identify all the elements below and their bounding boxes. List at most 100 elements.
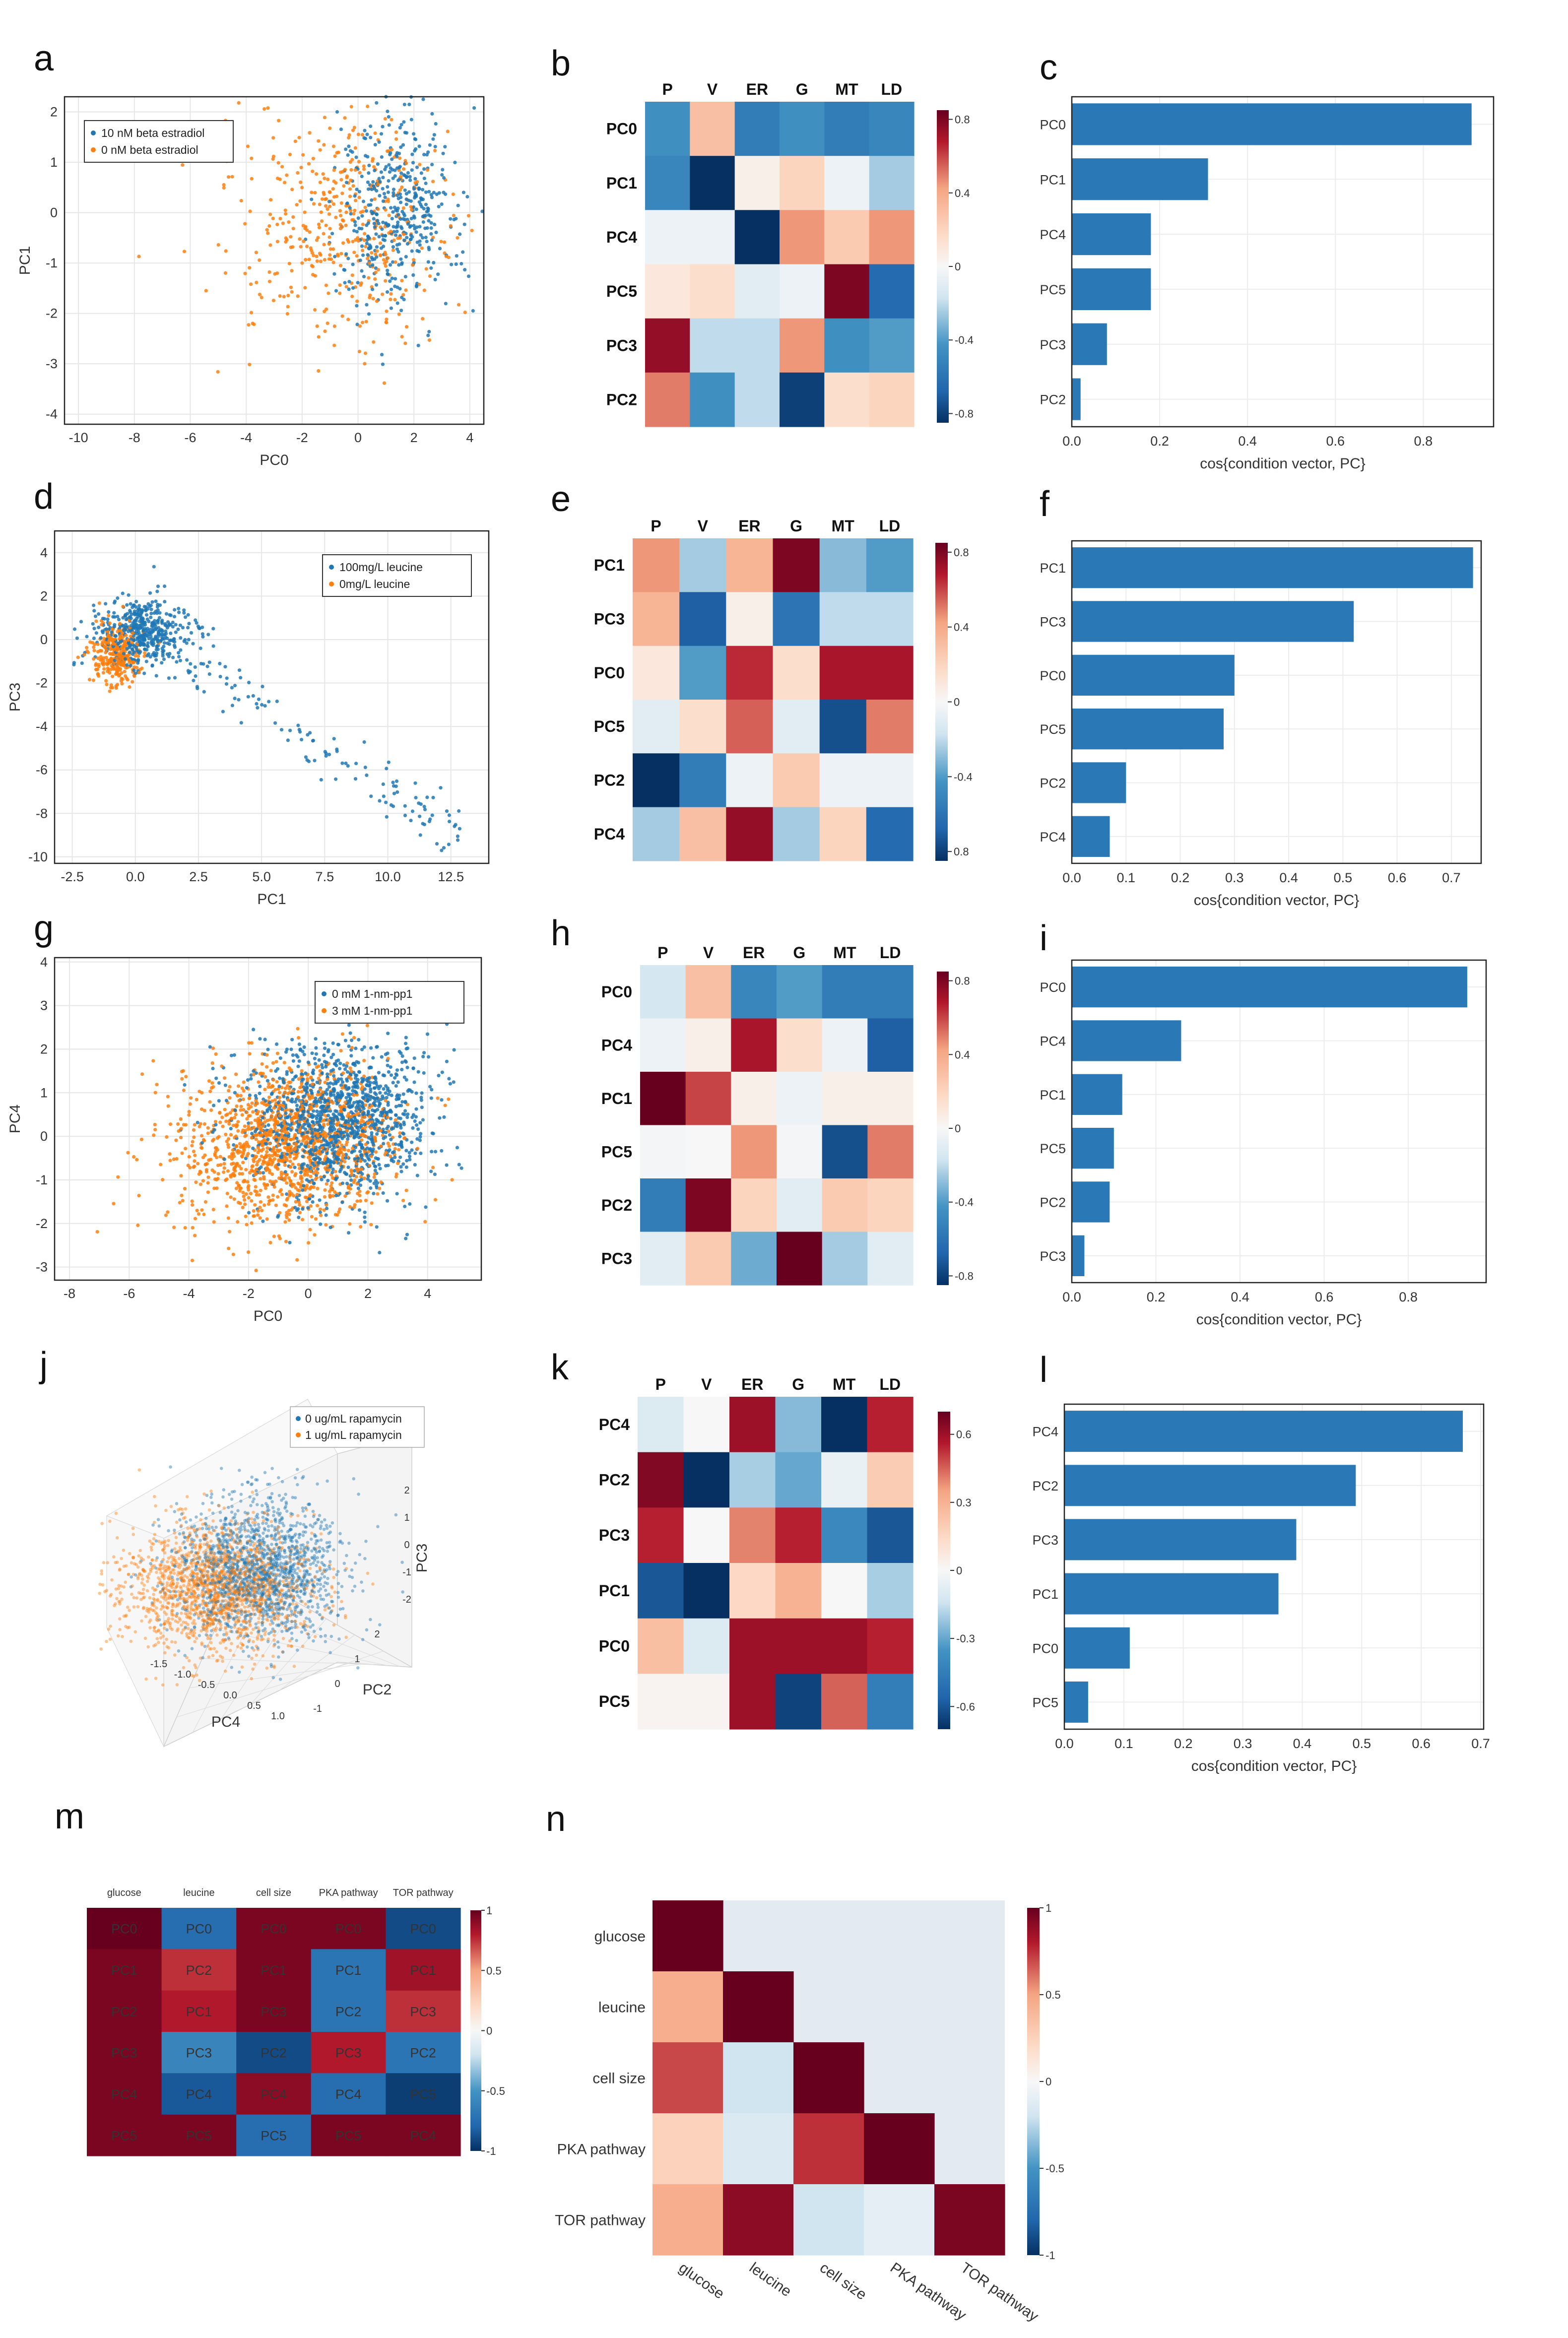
data-point-orange — [237, 101, 241, 105]
data-point-blue — [414, 137, 418, 141]
data-point-blue — [404, 255, 408, 259]
data-point-blue — [390, 276, 394, 280]
data-point-blue — [152, 565, 156, 569]
data-point-orange — [197, 1172, 201, 1176]
data-point-orange — [225, 1191, 229, 1195]
data-point-blue — [353, 1145, 358, 1150]
data-point-orange — [310, 1215, 314, 1219]
data-point-orange — [324, 1155, 328, 1159]
data-point-blue — [392, 225, 395, 229]
data-point-orange — [124, 633, 128, 638]
data-point-orange — [260, 1140, 264, 1144]
data-point-blue — [406, 171, 410, 175]
data-point-blue — [395, 1192, 399, 1196]
heatmap-cell — [685, 965, 731, 1019]
data-point-blue — [130, 647, 134, 651]
data-point-blue — [360, 174, 364, 179]
data-point-orange — [400, 185, 404, 189]
data-point-orange — [263, 1186, 268, 1190]
data-point-orange — [330, 1176, 334, 1180]
data-point-blue — [388, 1133, 392, 1137]
data-point-orange — [345, 1129, 349, 1133]
data-point-blue — [332, 1093, 336, 1097]
data-point-blue — [419, 171, 423, 175]
data-point-orange — [325, 1203, 328, 1207]
data-point-orange — [218, 1120, 222, 1124]
heatmap-cell — [819, 700, 867, 754]
data-point-blue — [311, 1153, 315, 1157]
data-point-orange — [331, 247, 335, 251]
data-point-orange — [299, 166, 303, 170]
data-point-blue — [72, 661, 76, 665]
data-point-orange — [389, 229, 393, 233]
data-point-orange — [274, 1060, 278, 1064]
data-point-orange — [331, 144, 336, 148]
data-point-orange — [235, 1104, 239, 1108]
data-point-orange — [228, 1649, 232, 1652]
data-point-blue — [363, 1210, 367, 1214]
data-point-orange — [423, 1220, 427, 1224]
data-point-orange — [115, 649, 119, 652]
colorbar-tick-label: 0.8 — [955, 114, 970, 126]
data-point-blue — [434, 122, 438, 126]
data-point-orange — [242, 1089, 246, 1093]
data-point-blue — [144, 659, 148, 663]
data-point-orange — [357, 349, 362, 354]
data-point-blue — [263, 1038, 267, 1041]
data-point-blue — [282, 1095, 286, 1099]
data-point-orange — [298, 199, 302, 203]
data-point-orange — [452, 213, 456, 217]
x-tick-label: 0.4 — [1279, 870, 1298, 885]
data-point-blue — [375, 212, 379, 216]
data-point-blue — [371, 211, 376, 215]
data-point-blue — [396, 213, 400, 217]
data-point-orange — [319, 1140, 323, 1144]
data-point-orange — [259, 1071, 263, 1075]
data-point-blue — [307, 1179, 311, 1183]
heatmap-cell — [866, 700, 914, 754]
data-point-blue — [91, 622, 95, 626]
data-point-blue — [445, 809, 449, 813]
row-label: PC2 — [601, 1196, 632, 1214]
data-point-blue — [424, 181, 428, 186]
data-point-blue — [389, 1065, 392, 1069]
data-point-orange — [109, 686, 113, 690]
data-point-blue — [431, 795, 435, 799]
data-point-blue — [392, 1150, 396, 1154]
data-point-orange — [317, 226, 322, 230]
data-point-blue — [387, 1070, 391, 1074]
data-point-orange — [300, 261, 304, 265]
data-point-orange — [372, 340, 376, 344]
data-point-blue — [311, 1161, 315, 1165]
data-point-orange — [104, 679, 108, 683]
data-point-orange — [133, 654, 137, 658]
column-label: LD — [880, 944, 901, 962]
colorbar — [937, 972, 949, 1285]
data-point-blue — [276, 1163, 281, 1167]
data-point-blue — [214, 1123, 218, 1127]
data-point-orange — [333, 1131, 337, 1135]
data-point-blue — [380, 155, 384, 159]
data-point-blue — [202, 690, 206, 694]
x-tick-label: 0.3 — [1225, 870, 1244, 885]
data-point-orange — [362, 1074, 366, 1078]
data-point-blue — [301, 1125, 305, 1129]
y-tick-label: -2 — [36, 676, 48, 691]
column-label: LD — [879, 517, 901, 535]
data-point-orange — [238, 1172, 242, 1176]
data-point-orange — [102, 637, 106, 641]
data-point-blue — [459, 1166, 463, 1170]
data-point-blue — [186, 626, 190, 630]
data-point-orange — [327, 291, 330, 295]
data-point-blue — [413, 196, 417, 200]
data-point-orange — [92, 649, 96, 652]
data-point-blue — [411, 161, 415, 165]
data-point-blue — [412, 216, 417, 220]
data-point-orange — [352, 1180, 356, 1184]
data-point-blue — [394, 1072, 398, 1076]
data-point-orange — [344, 223, 348, 227]
data-point-orange — [363, 205, 367, 209]
data-point-orange — [151, 1059, 155, 1063]
data-point-orange — [276, 1154, 280, 1158]
heatmap-cell — [777, 1232, 823, 1286]
